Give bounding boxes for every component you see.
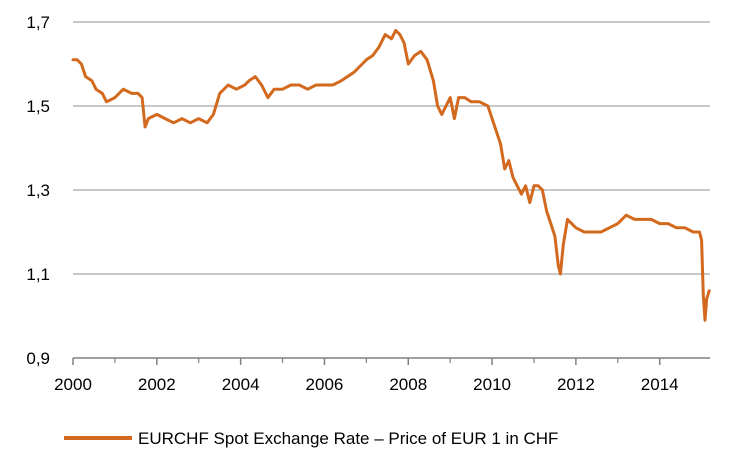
y-tick-label: 1,5 xyxy=(26,97,50,116)
series-line-0 xyxy=(71,28,711,322)
grid-lines xyxy=(73,21,710,275)
x-tick-label: 2000 xyxy=(54,375,92,394)
legend-label: EURCHF Spot Exchange Rate – Price of EUR… xyxy=(138,429,558,448)
x-tick-label: 2002 xyxy=(138,375,176,394)
y-axis-labels: 0,9 1,1 1,3 1,5 1,7 xyxy=(26,13,50,368)
series-layer xyxy=(71,28,711,322)
x-tick-label: 2004 xyxy=(222,375,260,394)
y-tick-label: 1,7 xyxy=(26,13,50,32)
legend: EURCHF Spot Exchange Rate – Price of EUR… xyxy=(64,429,558,448)
y-tick-label: 0,9 xyxy=(26,349,50,368)
x-tick-label: 2010 xyxy=(473,375,511,394)
x-axis-labels: 2000 2002 2004 2006 2008 2010 2012 2014 xyxy=(54,375,679,394)
x-axis-ticks xyxy=(72,358,661,365)
x-tick-label: 2008 xyxy=(389,375,427,394)
y-tick-label: 1,1 xyxy=(26,265,50,284)
y-tick-label: 1,3 xyxy=(26,181,50,200)
x-tick-label: 2014 xyxy=(641,375,679,394)
x-tick-label: 2012 xyxy=(557,375,595,394)
x-tick-label: 2006 xyxy=(306,375,344,394)
